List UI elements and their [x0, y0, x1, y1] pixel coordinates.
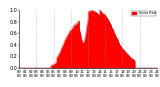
Legend: Solar Rad: Solar Rad [131, 11, 156, 16]
